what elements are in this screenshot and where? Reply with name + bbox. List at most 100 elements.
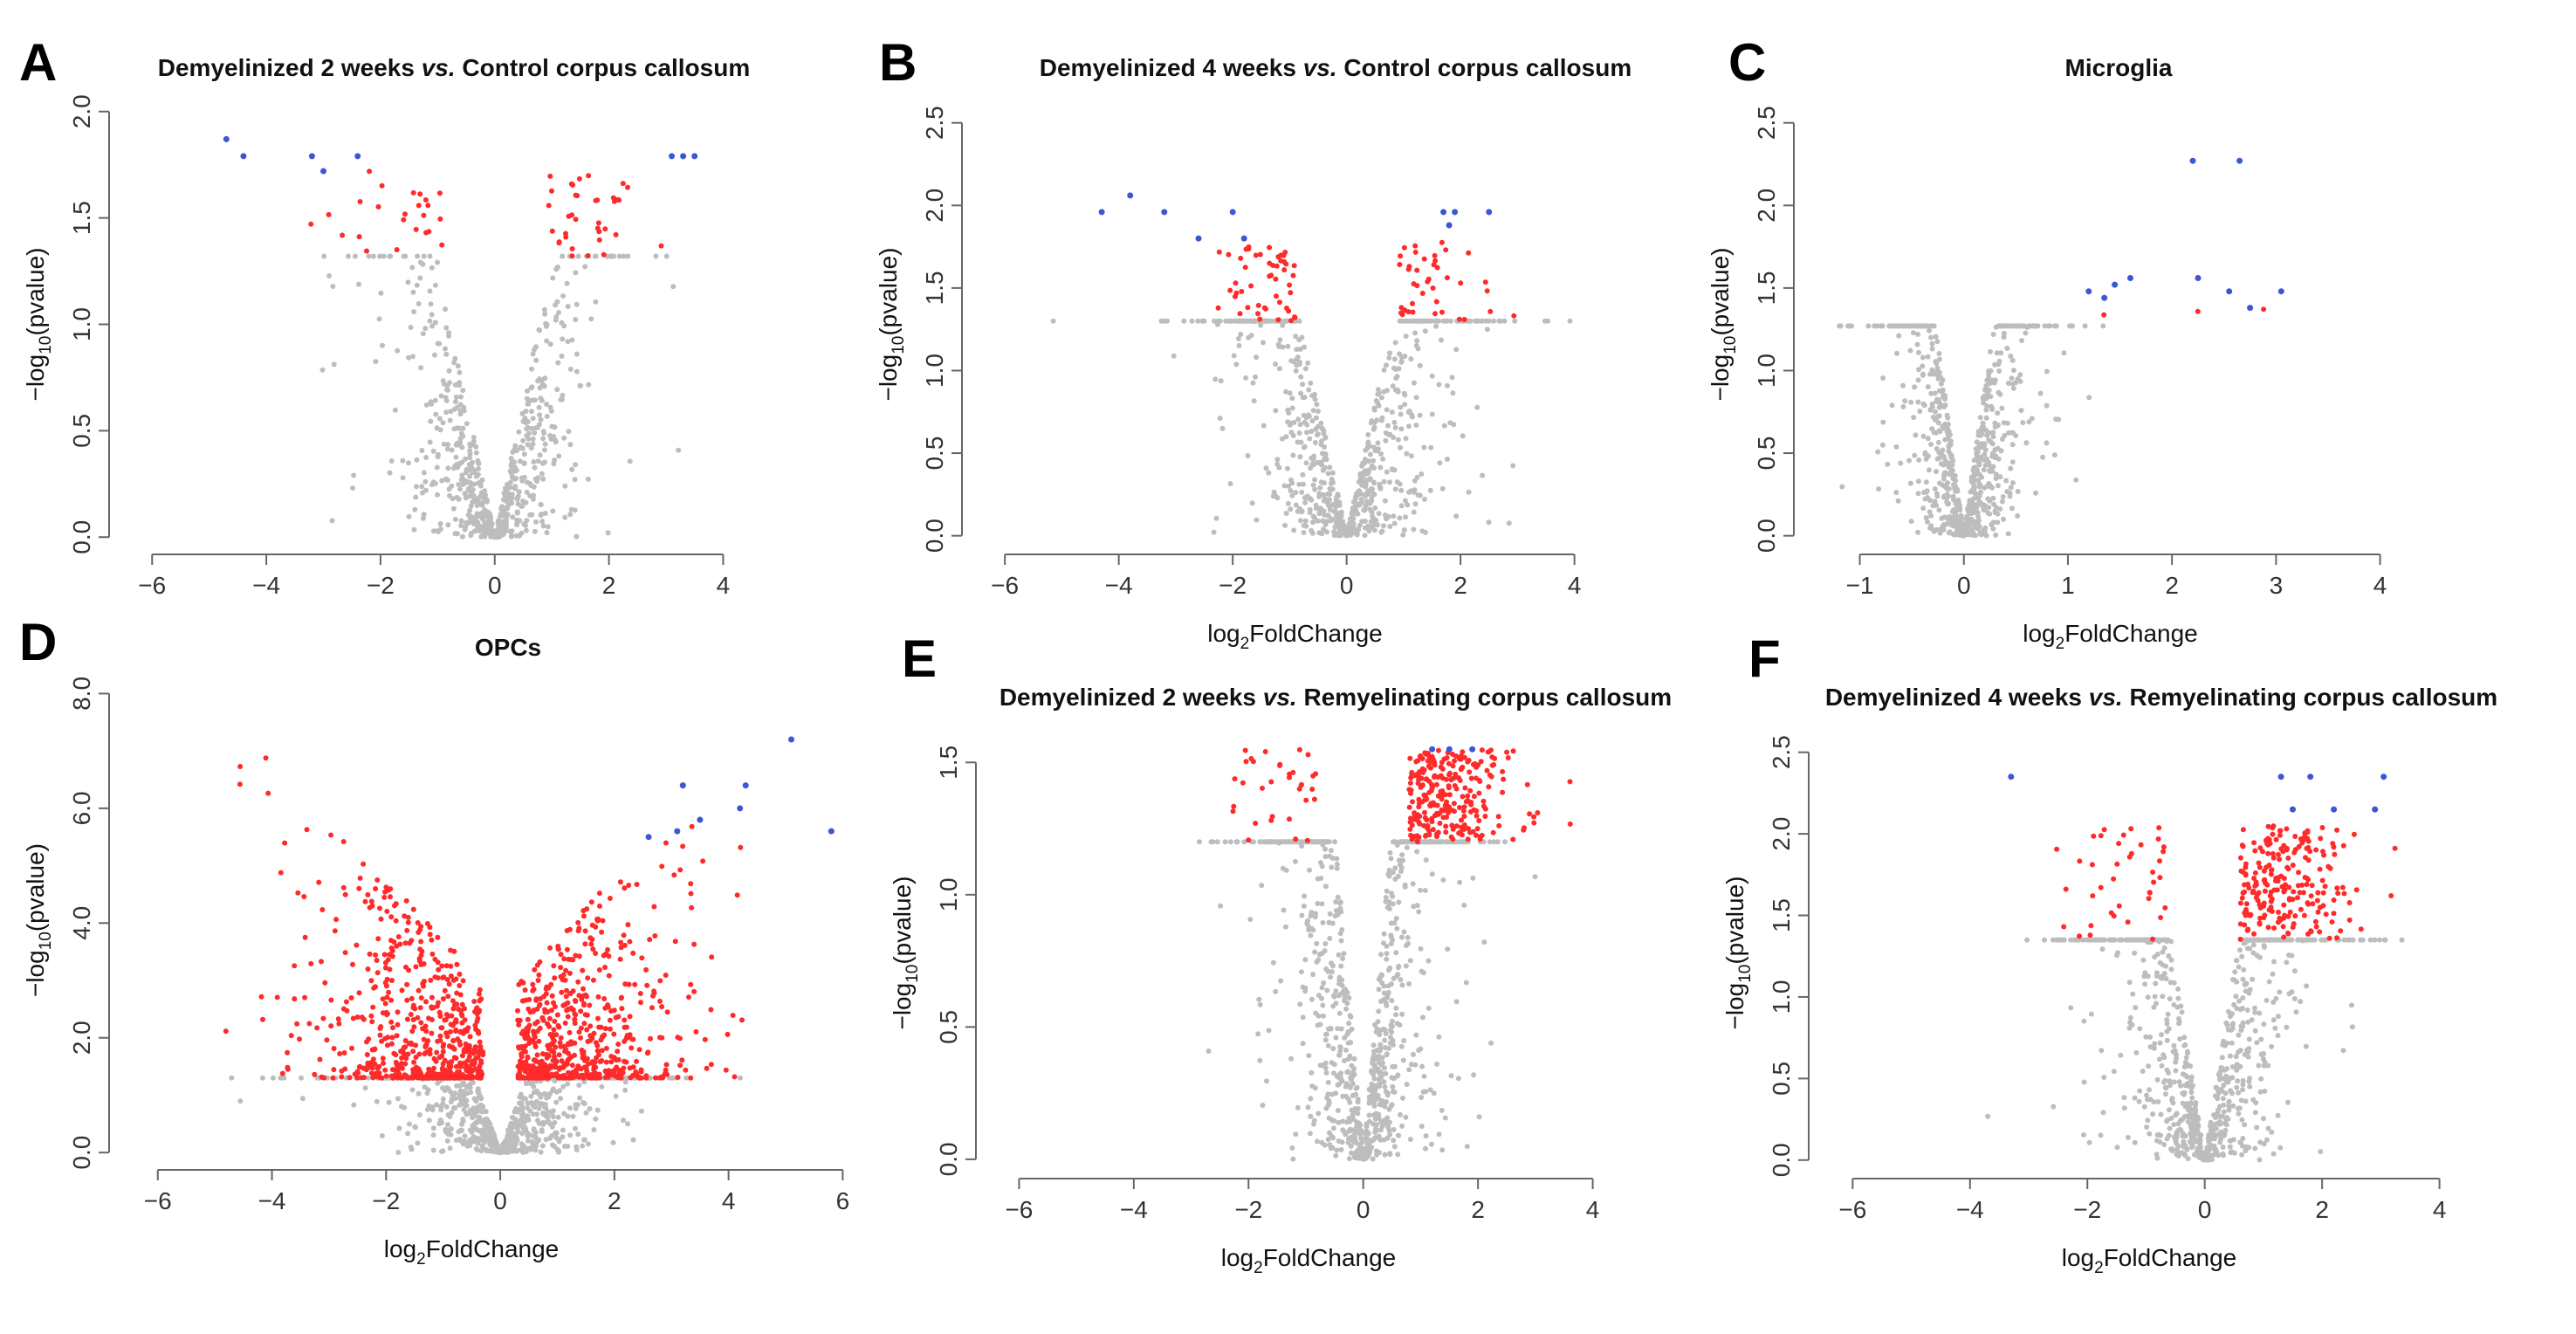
data-point (1197, 839, 1202, 845)
data-point (568, 957, 574, 962)
data-point (1335, 522, 1341, 528)
data-point (1333, 1152, 1339, 1159)
y-tick-label: 2.0 (1753, 189, 1780, 223)
x-tick-label: 4 (717, 572, 731, 599)
data-point (1392, 486, 1398, 492)
data-point (229, 1075, 235, 1081)
data-point (1390, 467, 1395, 472)
x-tick-label: −4 (1120, 1196, 1148, 1223)
data-point (528, 445, 534, 451)
data-point (237, 1098, 244, 1104)
data-point (1288, 477, 1294, 483)
y-axis-title: −log10(pvalue) (875, 247, 908, 401)
data-point (828, 828, 835, 835)
data-point (1941, 473, 1947, 478)
data-point (443, 387, 450, 393)
data-point (415, 1140, 421, 1146)
data-point (589, 922, 595, 928)
data-point (478, 1096, 484, 1102)
data-point (607, 1017, 613, 1023)
data-point (1370, 426, 1377, 432)
panel-plot-a: −6 −4 −2 0 2 40.00.51.01.52.0−log10(pvalue) (22, 94, 730, 599)
data-point (1398, 354, 1405, 361)
data-point (580, 967, 586, 973)
data-point (544, 530, 550, 535)
data-point (1364, 446, 1370, 452)
data-point (1999, 405, 2005, 411)
data-point (411, 1059, 417, 1065)
data-point (409, 265, 416, 271)
data-point (510, 514, 516, 520)
data-point (442, 1057, 448, 1063)
data-point (1412, 487, 1418, 493)
data-point (437, 1014, 443, 1019)
data-point (450, 1044, 456, 1050)
data-point (1098, 209, 1105, 216)
data-point (545, 524, 551, 530)
data-point (1425, 276, 1432, 282)
data-point (1985, 496, 1991, 502)
data-point (424, 921, 430, 926)
data-point (443, 325, 450, 331)
data-point (471, 492, 477, 499)
data-point (443, 395, 449, 401)
data-point (1217, 416, 1223, 422)
data-point (477, 479, 484, 485)
data-point (1273, 361, 1279, 367)
data-point (2100, 323, 2106, 329)
data-point (459, 1001, 465, 1007)
x-tick-label: 6 (836, 1187, 850, 1214)
data-point (574, 1147, 580, 1152)
data-point (414, 282, 420, 288)
data-point (1886, 323, 1893, 329)
data-point (530, 1111, 536, 1117)
data-point (1307, 506, 1313, 512)
y-tick-label: 1.0 (68, 307, 95, 341)
data-point (381, 253, 387, 259)
data-point (554, 1146, 560, 1152)
y-tick-label: 0.0 (1753, 519, 1780, 553)
data-point (1397, 515, 1403, 521)
data-point (374, 1065, 381, 1071)
data-point (587, 1002, 593, 1008)
data-point (1275, 317, 1281, 323)
data-point (459, 533, 465, 540)
data-point (569, 1062, 575, 1069)
data-point (567, 1132, 574, 1138)
data-point (628, 1075, 634, 1081)
data-point (470, 1123, 476, 1129)
data-point (1363, 493, 1369, 499)
data-point (351, 1102, 357, 1108)
data-point (1417, 412, 1423, 418)
y-tick-label: 2.0 (68, 1021, 95, 1055)
data-point (314, 1025, 320, 1031)
data-point (354, 1014, 361, 1020)
data-point (462, 1060, 468, 1066)
data-point (547, 173, 553, 179)
data-point (517, 533, 522, 539)
data-point (625, 184, 630, 190)
data-point (525, 1054, 531, 1060)
data-point (677, 1062, 683, 1069)
data-point (1253, 374, 1258, 380)
data-point (1448, 1073, 1454, 1079)
data-point (1181, 318, 1187, 324)
data-point (1907, 347, 1913, 354)
data-point (552, 1018, 558, 1024)
data-point (406, 354, 411, 361)
data-point (570, 1007, 576, 1013)
data-point (1432, 258, 1439, 264)
data-point (1298, 374, 1304, 380)
data-point (462, 1028, 468, 1034)
data-point (1915, 377, 1921, 383)
data-point (617, 956, 623, 962)
data-point (1201, 318, 1207, 324)
data-point (1466, 250, 1472, 256)
data-point (466, 1054, 472, 1060)
data-point (594, 225, 601, 231)
data-point (421, 961, 427, 966)
data-point (1302, 518, 1309, 524)
data-point (688, 981, 694, 987)
data-point (578, 1008, 584, 1014)
data-point (532, 1069, 538, 1076)
